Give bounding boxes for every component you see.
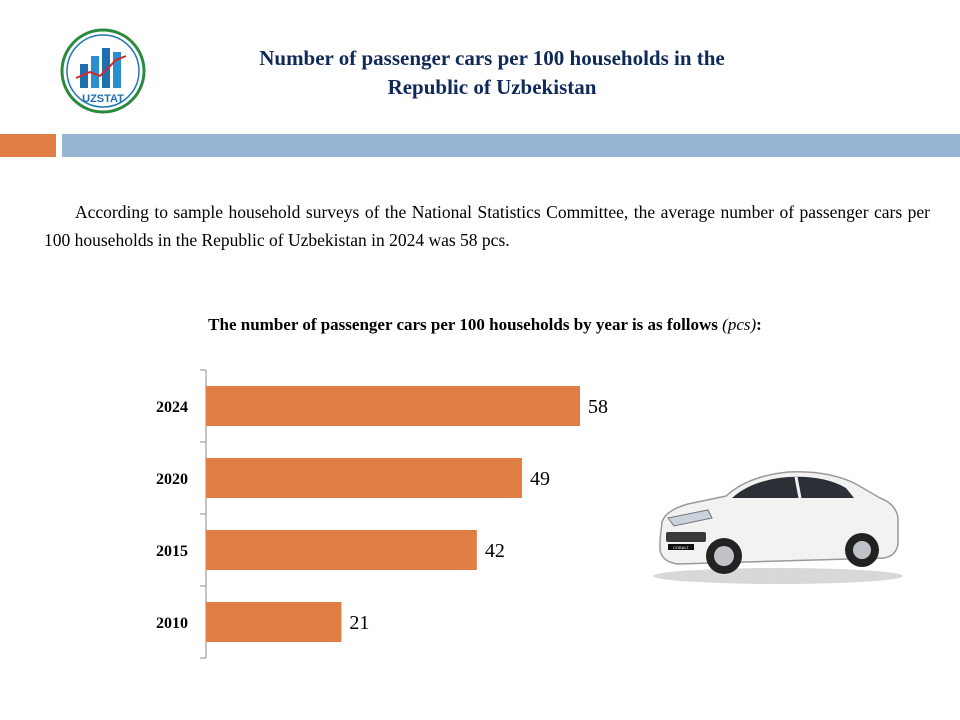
page-title-line-1: Number of passenger cars per 100 househo…	[259, 46, 725, 70]
bar-2024	[206, 386, 580, 426]
header-band-blue	[62, 134, 960, 157]
category-label-2020: 2020	[156, 471, 188, 488]
bar-2010	[206, 602, 342, 642]
bar-2020	[206, 458, 522, 498]
header-band-orange	[0, 134, 56, 157]
chart-title: The number of passenger cars per 100 hou…	[180, 312, 790, 337]
page-title: Number of passenger cars per 100 househo…	[150, 44, 834, 102]
car-image: COBALT	[653, 471, 903, 584]
value-label-2020: 49	[530, 468, 550, 490]
logo-text: UZSTAT	[82, 93, 124, 105]
category-label-2015: 2015	[156, 543, 188, 560]
bar-chart: 2024 58 2020 49 2015 42 2010 21	[156, 369, 608, 659]
chart-title-suffix: :	[756, 315, 762, 334]
chart-title-unit: (pcs)	[722, 315, 757, 334]
value-label-2015: 42	[485, 540, 505, 562]
category-label-2024: 2024	[156, 399, 188, 416]
intro-paragraph: According to sample household surveys of…	[44, 202, 930, 250]
value-label-2024: 58	[588, 396, 608, 418]
bar-2015	[206, 530, 477, 570]
value-label-2010: 21	[349, 612, 369, 634]
category-label-2010: 2010	[156, 615, 188, 632]
chart-title-text: The number of passenger cars per 100 hou…	[208, 315, 718, 334]
page-title-line-2: Republic of Uzbekistan	[387, 75, 597, 99]
car-badge-text: COBALT	[673, 545, 689, 550]
uzstat-logo: UZSTAT	[60, 28, 146, 114]
